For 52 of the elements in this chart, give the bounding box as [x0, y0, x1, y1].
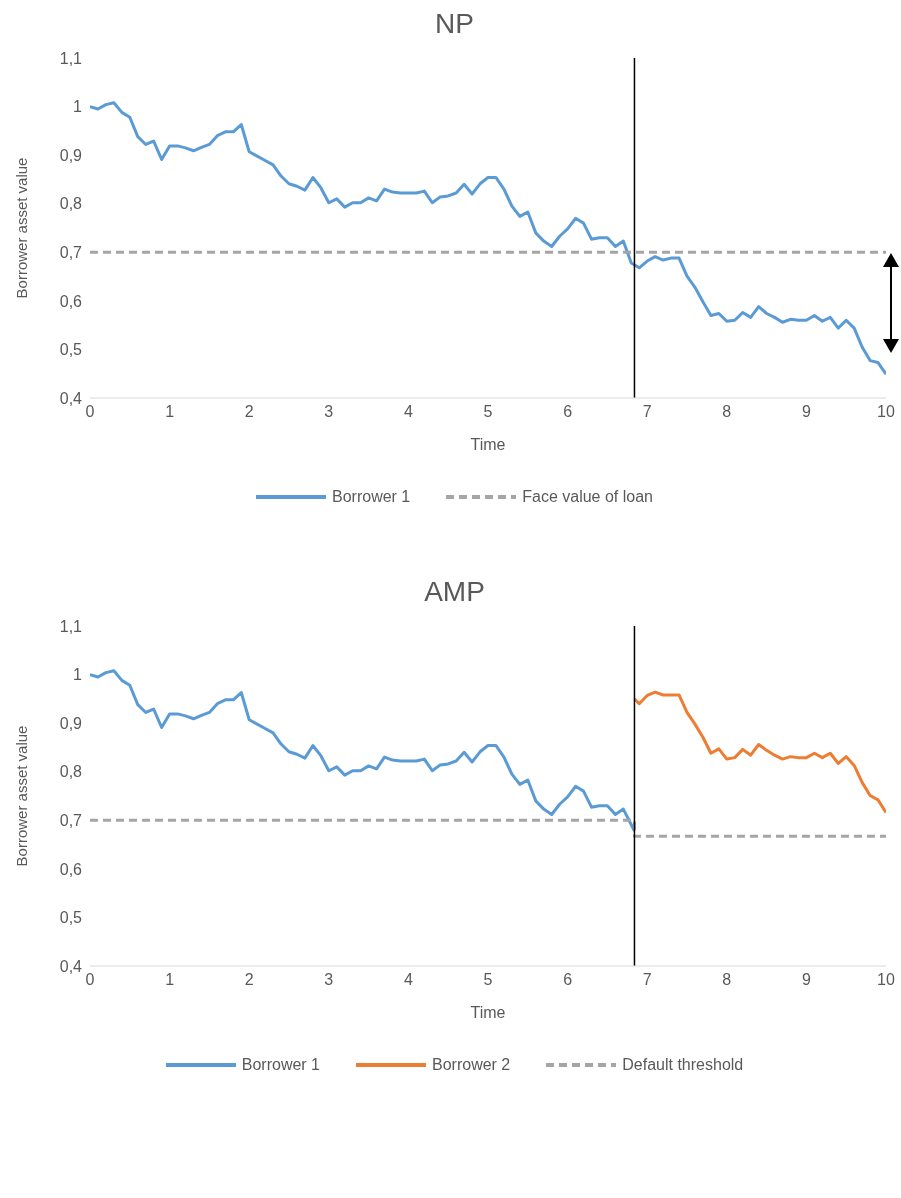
line-series	[632, 690, 886, 815]
line-series	[90, 669, 636, 833]
chart-title: NP	[434, 8, 475, 41]
x-axis-title: Time	[470, 436, 506, 453]
x-tick-label: 6	[563, 971, 573, 989]
y-tick-label: 1,1	[59, 49, 83, 67]
y-tick-label: 1	[73, 666, 83, 684]
x-tick-label: 7	[642, 971, 652, 989]
x-tick-label: 3	[324, 971, 334, 989]
legend-label: Default threshold	[622, 1056, 744, 1074]
y-tick-label: 0,4	[59, 957, 83, 975]
y-tick-label: 0,6	[59, 860, 83, 878]
x-tick-label: 9	[801, 403, 811, 421]
x-tick-label: 10	[877, 971, 895, 989]
y-tick-label: 0,6	[59, 292, 83, 310]
x-tick-label: 0	[85, 971, 95, 989]
x-tick-label: 4	[403, 971, 413, 989]
x-tick-label: 5	[483, 403, 493, 421]
y-tick-label: 1	[73, 98, 83, 116]
y-tick-label: 1,1	[59, 617, 83, 635]
x-tick-label: 5	[483, 971, 493, 989]
line-series	[90, 101, 886, 376]
y-tick-label: 0,7	[59, 811, 83, 829]
y-tick-label: 0,4	[59, 389, 83, 407]
y-tick-label: 0,5	[59, 909, 83, 927]
legend-label: Borrower 1	[241, 1056, 321, 1074]
x-axis-title: Time	[470, 1004, 506, 1021]
legend-label: Face value of loan	[522, 488, 653, 506]
x-tick-label: 4	[403, 403, 413, 421]
y-axis-title: Borrower asset value	[13, 725, 31, 867]
x-tick-label: 2	[244, 971, 254, 989]
legend-label: Borrower 2	[432, 1056, 511, 1074]
y-tick-label: 0,9	[59, 146, 83, 164]
y-tick-label: 0,8	[59, 195, 83, 213]
x-tick-label: 0	[85, 403, 95, 421]
x-tick-label: 8	[722, 971, 732, 989]
chart-title: AMP	[423, 576, 486, 609]
x-tick-label: 1	[165, 971, 175, 989]
x-tick-label: 1	[165, 403, 175, 421]
x-tick-label: 2	[244, 403, 254, 421]
legend-label: Borrower 1	[332, 488, 411, 506]
x-tick-label: 3	[324, 403, 334, 421]
y-tick-label: 0,9	[59, 714, 83, 732]
x-tick-label: 10	[877, 403, 895, 421]
y-tick-label: 0,7	[59, 243, 83, 261]
y-tick-label: 0,8	[59, 763, 83, 781]
x-tick-label: 7	[642, 403, 652, 421]
x-tick-label: 9	[801, 971, 811, 989]
y-axis-title: Borrower asset value	[13, 157, 31, 299]
x-tick-label: 6	[563, 403, 573, 421]
x-tick-label: 8	[722, 403, 732, 421]
y-tick-label: 0,5	[59, 341, 83, 359]
